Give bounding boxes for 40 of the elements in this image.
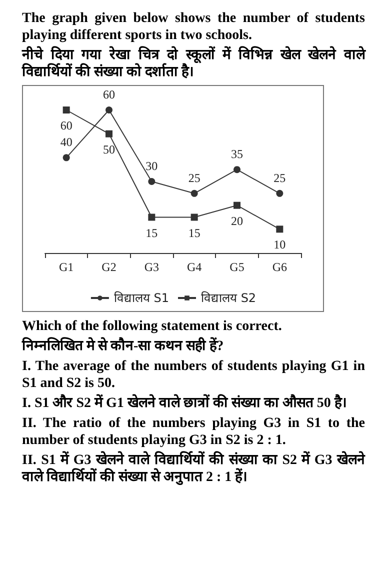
x-tick-label: G3 xyxy=(144,260,160,274)
point xyxy=(276,226,284,233)
point xyxy=(148,214,156,221)
data-label: 25 xyxy=(274,170,286,185)
legend-label: विद्यालय S1 xyxy=(114,291,170,305)
point xyxy=(276,190,284,197)
data-label: 10 xyxy=(274,238,286,252)
point xyxy=(234,166,240,174)
data-label: 60 xyxy=(103,88,115,102)
text: II. The ratio of the numbers playing G3 in S1 to the number of students playing G3 in S2 is 2 : 1. xyxy=(22,415,365,449)
data-label: 50 xyxy=(103,142,115,156)
text: निम्नलिखित मे से कौन-सा कथन सही हें? xyxy=(22,338,225,355)
legend-label: विद्यालय S2 xyxy=(201,291,256,305)
data-label: 15 xyxy=(146,226,158,240)
x-tick-label: G1 xyxy=(58,260,74,274)
chart-title: The graph given below shows the number of students playing different sports in two schools. xyxy=(22,10,365,44)
data-label: 35 xyxy=(231,147,243,162)
point xyxy=(190,214,198,221)
text: I. The average of the numbers of students playing G1 in S1 and S2 is 50. xyxy=(22,358,365,392)
text: Which of the following statement is correct. xyxy=(22,318,283,335)
point xyxy=(62,154,70,162)
text: I. S1 और S2 में G1 खेलने वाले छात्रों की संख्या का औसत 50 है। xyxy=(22,395,348,412)
point xyxy=(190,190,198,197)
point xyxy=(148,178,156,185)
chart-subtitle: नीचे दिया गया रेखा चित्र दो स्कूलों में विभिन्न खेल खेलने वाले विद्यार्थियों की संख्या को दर्शाता है। xyxy=(22,47,365,81)
point xyxy=(62,106,70,114)
text: II. S1 में G3 खेलने वाले विद्यार्थियों की संख्या का S2 में G3 खेलने वाले विद्यार्थियों की संख्या से अनुपात 2 : 1 हें। xyxy=(22,452,365,486)
x-tick-label: G5 xyxy=(230,260,244,274)
x-tick-label: G2 xyxy=(102,260,116,274)
data-label: 25 xyxy=(188,170,200,185)
data-label: 15 xyxy=(188,226,200,240)
data-label: 30 xyxy=(146,159,158,173)
point xyxy=(106,130,112,138)
data-label: 60 xyxy=(60,118,72,132)
data-label: 40 xyxy=(60,135,72,150)
x-tick-label: G6 xyxy=(272,260,288,274)
x-tick-label: G4 xyxy=(186,260,202,274)
point xyxy=(234,202,240,209)
data-label: 20 xyxy=(231,214,243,228)
point xyxy=(106,106,112,114)
